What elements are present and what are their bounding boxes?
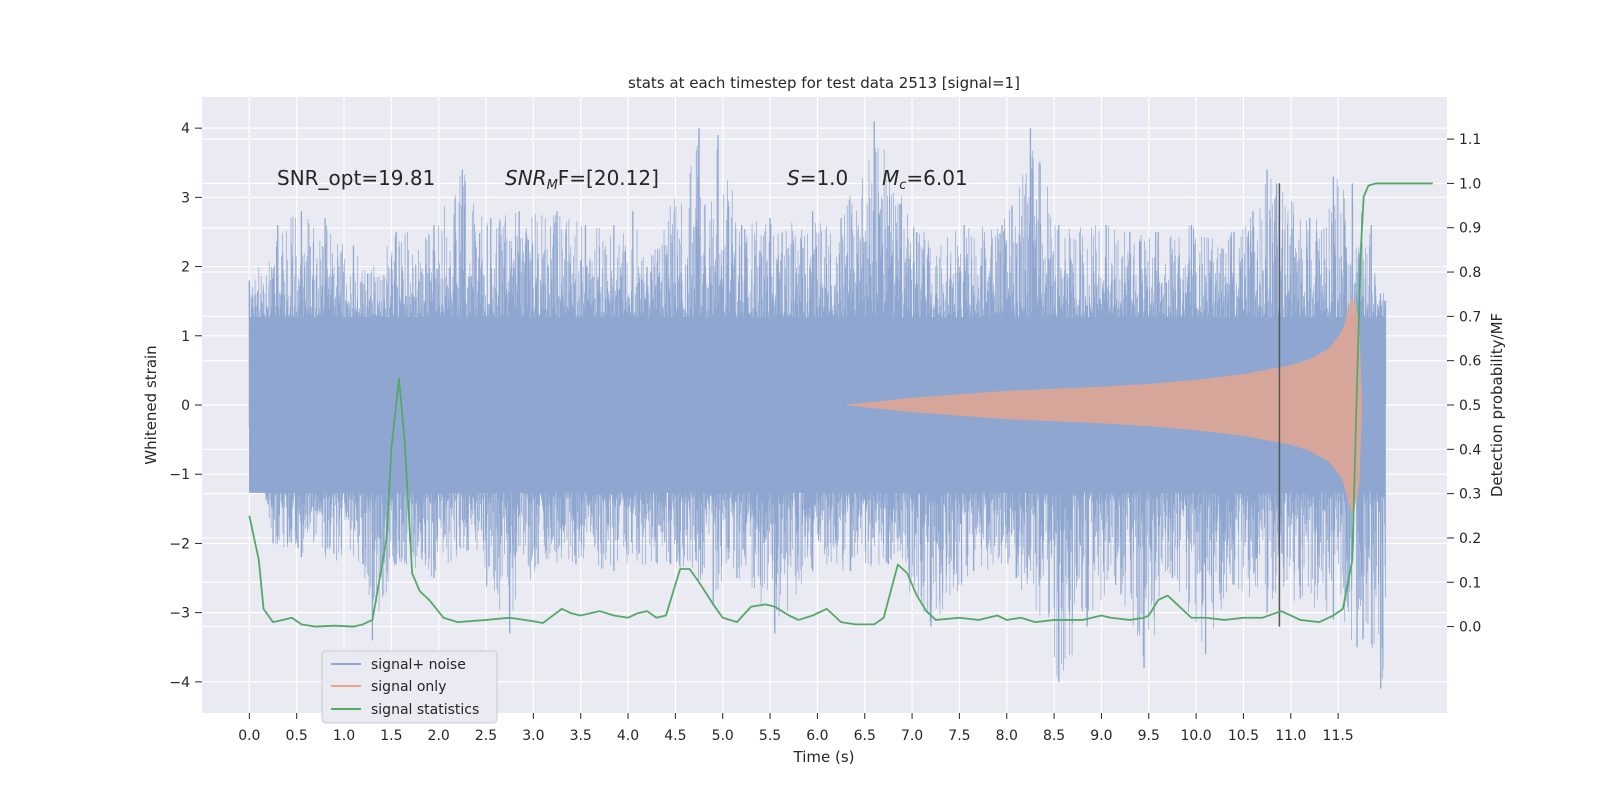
x-tick-label: 7.5	[948, 728, 970, 744]
annotation-s-value: =1.0	[800, 166, 849, 190]
x-tick-label: 4.5	[664, 728, 686, 744]
y-left-tick-label: −2	[169, 536, 190, 552]
y-left-tick-label: −3	[169, 606, 190, 622]
y-left-tick-label: 4	[181, 121, 190, 137]
x-tick-label: 6.5	[854, 728, 876, 744]
y-axis-right-label: Detection probability/MF	[1488, 313, 1506, 497]
x-tick-label: 4.0	[617, 728, 639, 744]
y-axis-left-label: Whitened strain	[142, 345, 160, 464]
annotation-mc: Mc=6.01	[882, 166, 968, 193]
x-tick-label: 7.0	[901, 728, 923, 744]
x-tick-label: 8.0	[996, 728, 1018, 744]
legend: signal+ noise signal only signal statist…	[321, 650, 498, 724]
x-tick-label: 9.0	[1090, 728, 1112, 744]
y-right-tick-label: 1.1	[1459, 132, 1481, 148]
y-left-tick-label: 2	[181, 260, 190, 276]
series-signal-statistics	[248, 182, 1433, 628]
annotation-snr-mf-sub: M	[547, 178, 558, 193]
annotation-mc-label: M	[882, 166, 899, 190]
y-right-tick-label: 0.4	[1459, 442, 1481, 458]
annotation-s: S=1.0	[787, 166, 848, 190]
y-right-tick-label: 0.0	[1459, 620, 1481, 636]
y-right-tick-label: 0.8	[1459, 265, 1481, 281]
series-signal-only	[845, 296, 1363, 514]
y-right-tick-label: 0.3	[1459, 487, 1481, 503]
x-tick-label: 10.5	[1228, 728, 1259, 744]
x-tick-label: 1.0	[333, 728, 355, 744]
x-tick-label: 2.0	[428, 728, 450, 744]
y-left-tick-label: 1	[181, 329, 190, 345]
x-tick-label: 5.0	[712, 728, 734, 744]
x-tick-label: 1.5	[380, 728, 402, 744]
x-tick-label: 6.0	[806, 728, 828, 744]
x-tick-label: 0.5	[286, 728, 308, 744]
y-left-tick-label: 0	[181, 398, 190, 414]
legend-label-signal-only: signal only	[371, 679, 446, 695]
annotation-mc-sub: c	[899, 178, 906, 193]
y-right-tick-label: 0.9	[1459, 221, 1481, 237]
signal-envelope	[845, 296, 1363, 514]
x-tick-label: 3.0	[522, 728, 544, 744]
y-right-tick-label: 0.6	[1459, 354, 1481, 370]
x-tick-label: 11.5	[1323, 728, 1354, 744]
x-tick-label: 8.5	[1043, 728, 1065, 744]
x-tick-label: 0.0	[238, 728, 260, 744]
y-axis-right-ticks: 1.1 1.0 0.9 0.8 0.7 0.6 0.5 0.4 0.3 0.2 0.1 0.0	[1447, 132, 1481, 636]
y-axis-left-ticks: 4 3 2 1 0 −1 −2 −3 −4	[169, 121, 202, 691]
y-left-tick-label: −1	[169, 467, 190, 483]
legend-label-signal-noise: signal+ noise	[371, 657, 466, 673]
annotation-mc-value: =6.01	[906, 166, 967, 190]
annotation-snr-mf: SNRMF=[20.12]	[505, 166, 659, 193]
chart-title: stats at each timestep for test data 251…	[628, 74, 1020, 92]
annotation-snr-mf-value: F=[20.12]	[558, 166, 659, 190]
annotation-snr-mf-label: SNR	[505, 166, 547, 190]
statistics-line	[248, 182, 1433, 628]
annotation-snr-opt: SNR_opt=19.81	[277, 166, 435, 190]
legend-label-signal-statistics: signal statistics	[371, 702, 479, 718]
y-right-tick-label: 0.1	[1459, 575, 1481, 591]
x-tick-label: 2.5	[475, 728, 497, 744]
legend-box	[321, 650, 498, 724]
y-right-tick-label: 1.0	[1459, 176, 1481, 192]
x-tick-label: 10.0	[1181, 728, 1212, 744]
y-left-tick-label: 3	[181, 190, 190, 206]
y-right-tick-label: 0.5	[1459, 398, 1481, 414]
x-tick-label: 5.5	[759, 728, 781, 744]
x-axis-label: Time (s)	[793, 748, 855, 766]
annotation-s-label: S	[787, 166, 800, 190]
y-right-tick-label: 0.7	[1459, 309, 1481, 325]
x-tick-label: 11.0	[1275, 728, 1306, 744]
y-right-tick-label: 0.2	[1459, 531, 1481, 547]
x-tick-label: 3.5	[570, 728, 592, 744]
x-tick-label: 9.5	[1138, 728, 1160, 744]
y-left-tick-label: −4	[169, 675, 190, 691]
